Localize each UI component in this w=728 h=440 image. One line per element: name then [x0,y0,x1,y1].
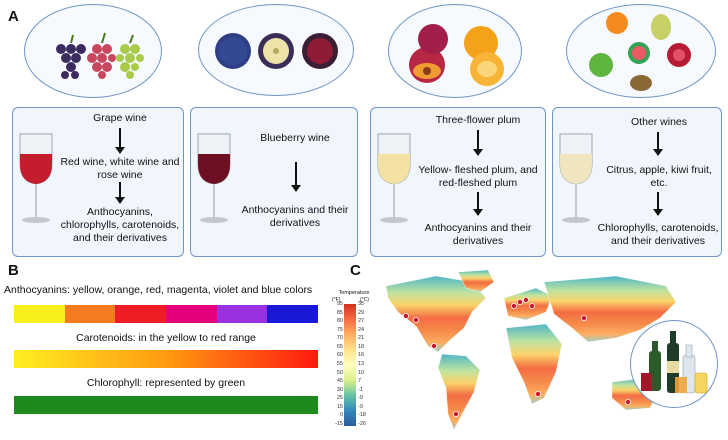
blueberry-wine-pigments: Anthocyanins and their derivatives [241,204,349,230]
other-wines-label: Other wines [630,116,688,128]
blueberry-oval [198,4,354,96]
blueberry-wine-label: Blueberry wine [260,132,330,144]
legend-tick-label: 18 [358,343,365,350]
wine-bottles-circle [630,320,718,408]
plum-wine-label: Three-flower plum [435,114,521,126]
legend-tick-label: -9 [358,403,363,410]
asia-shape [543,275,677,343]
blueberries-icon [215,33,338,69]
europe-shape [503,287,553,321]
fahrenheit-ticks: 95 85 80 75 70 65 60 55 50 45 30 25 15 0 -15 [330,301,343,427]
white-wine-glass-icon [559,133,593,223]
legend-tick-label: 21 [358,335,365,342]
grape-wine-pigments: Anthocyanins, chlorophylls, carotenoids,… [60,206,180,245]
grape-wine-types: Red wine, white wine and rose wine [60,156,180,182]
other-wines-pigments: Chlorophylls, carotenoids, and their der… [597,222,719,248]
legend-tick-label: -1 [358,386,363,393]
legend-tick-label: 24 [358,326,365,333]
arrow-down-icon [115,128,125,154]
legend-tick-label: 60 [336,352,343,359]
legend-tick-label: 16 [358,352,365,359]
arrow-down-icon [653,192,663,216]
panel-a-letter: A [8,8,19,25]
red-segment [115,305,167,323]
legend-tick-label: -15 [335,421,343,427]
temperature-legend: Temperature (°F) (°C) 95 85 80 75 70 65 60 55 50… [330,290,374,440]
red-wine-glass-icon [19,133,53,223]
arrow-down-icon [473,192,483,216]
legend-tick-label: 0 [339,412,343,419]
legend-tick-label: 15 [336,403,343,410]
grapes-icon [56,32,144,79]
carotenoids-caption: Carotenoids: in the yellow to red range [76,332,256,344]
other-fruits-oval [566,4,716,98]
arrow-down-icon [291,162,301,192]
yellow-segment [14,305,65,323]
arrow-down-icon [115,182,125,204]
temperature-color-scale [344,304,356,426]
legend-tick-label: 55 [336,361,343,367]
legend-tick-label: 50 [336,369,343,376]
legend-tick-label: 10 [358,369,365,376]
other-fruits-list: Citrus, apple, kiwi fruit, etc. [606,164,712,190]
violet-segment [216,305,268,323]
legend-tick-label: 70 [336,335,343,342]
legend-tick-label: 75 [336,326,343,333]
unit-celsius: (°C) [360,297,369,303]
legend-tick-label: 7 [358,378,362,385]
greenland-shape [457,269,495,293]
legend-tick-label: -26 [358,421,366,427]
unit-fahrenheit: (°F) [332,297,341,303]
blue-segment [267,305,319,323]
grape-wine-label: Grape wine [93,112,147,124]
fruits-icon [589,12,691,91]
legend-tick-label: -9 [358,395,363,402]
plums-icon [409,24,504,86]
grape-fruit-oval [24,4,162,98]
legend-tick-label: 27 [358,318,365,325]
legend-tick-label: 95 [336,301,343,307]
carotenoid-gradient-bar [14,350,318,368]
legend-tick-label: 30 [336,386,343,393]
plum-wine-pigments: Anthocyanins and their derivatives [424,222,532,248]
plum-oval [388,4,522,98]
orange-segment [64,305,116,323]
wine-bottles-icon [641,331,708,394]
magenta-segment [166,305,217,323]
panel-c-letter: C [350,262,361,279]
chlorophyll-color-bar [14,396,318,414]
legend-tick-label: 13 [358,361,365,367]
blueberry-wine-glass-icon [197,133,231,223]
legend-title: Temperature [338,290,370,296]
africa-shape [505,323,563,405]
legend-tick-label: 25 [336,395,343,402]
legend-tick-label: 80 [336,318,343,325]
legend-tick-label: 29 [358,309,365,316]
wine-region-markers [402,296,631,417]
south-america-shape [437,353,481,431]
plum-types: Yellow- fleshed plum, and red-fleshed pl… [418,164,538,190]
celsius-ticks: 35 29 27 24 21 18 16 13 10 7 -1 -9 -9 -18 -26 [358,301,374,427]
panel-b-letter: B [8,262,19,279]
chlorophyll-caption: Chlorophyll: represented by green [86,377,246,389]
legend-tick-label: 85 [336,309,343,316]
anthocyanin-color-bar [14,305,319,323]
arrow-down-icon [653,132,663,156]
anthocyanins-caption: Anthocyanins: yellow, orange, red, magen… [4,284,313,296]
legend-tick-label: 65 [336,343,343,350]
legend-tick-label: 35 [358,301,365,307]
arrow-down-icon [473,130,483,156]
legend-tick-label: -18 [358,412,366,419]
legend-tick-label: 45 [336,378,343,385]
plum-wine-glass-icon [377,133,411,223]
world-temperature-map [385,269,677,431]
